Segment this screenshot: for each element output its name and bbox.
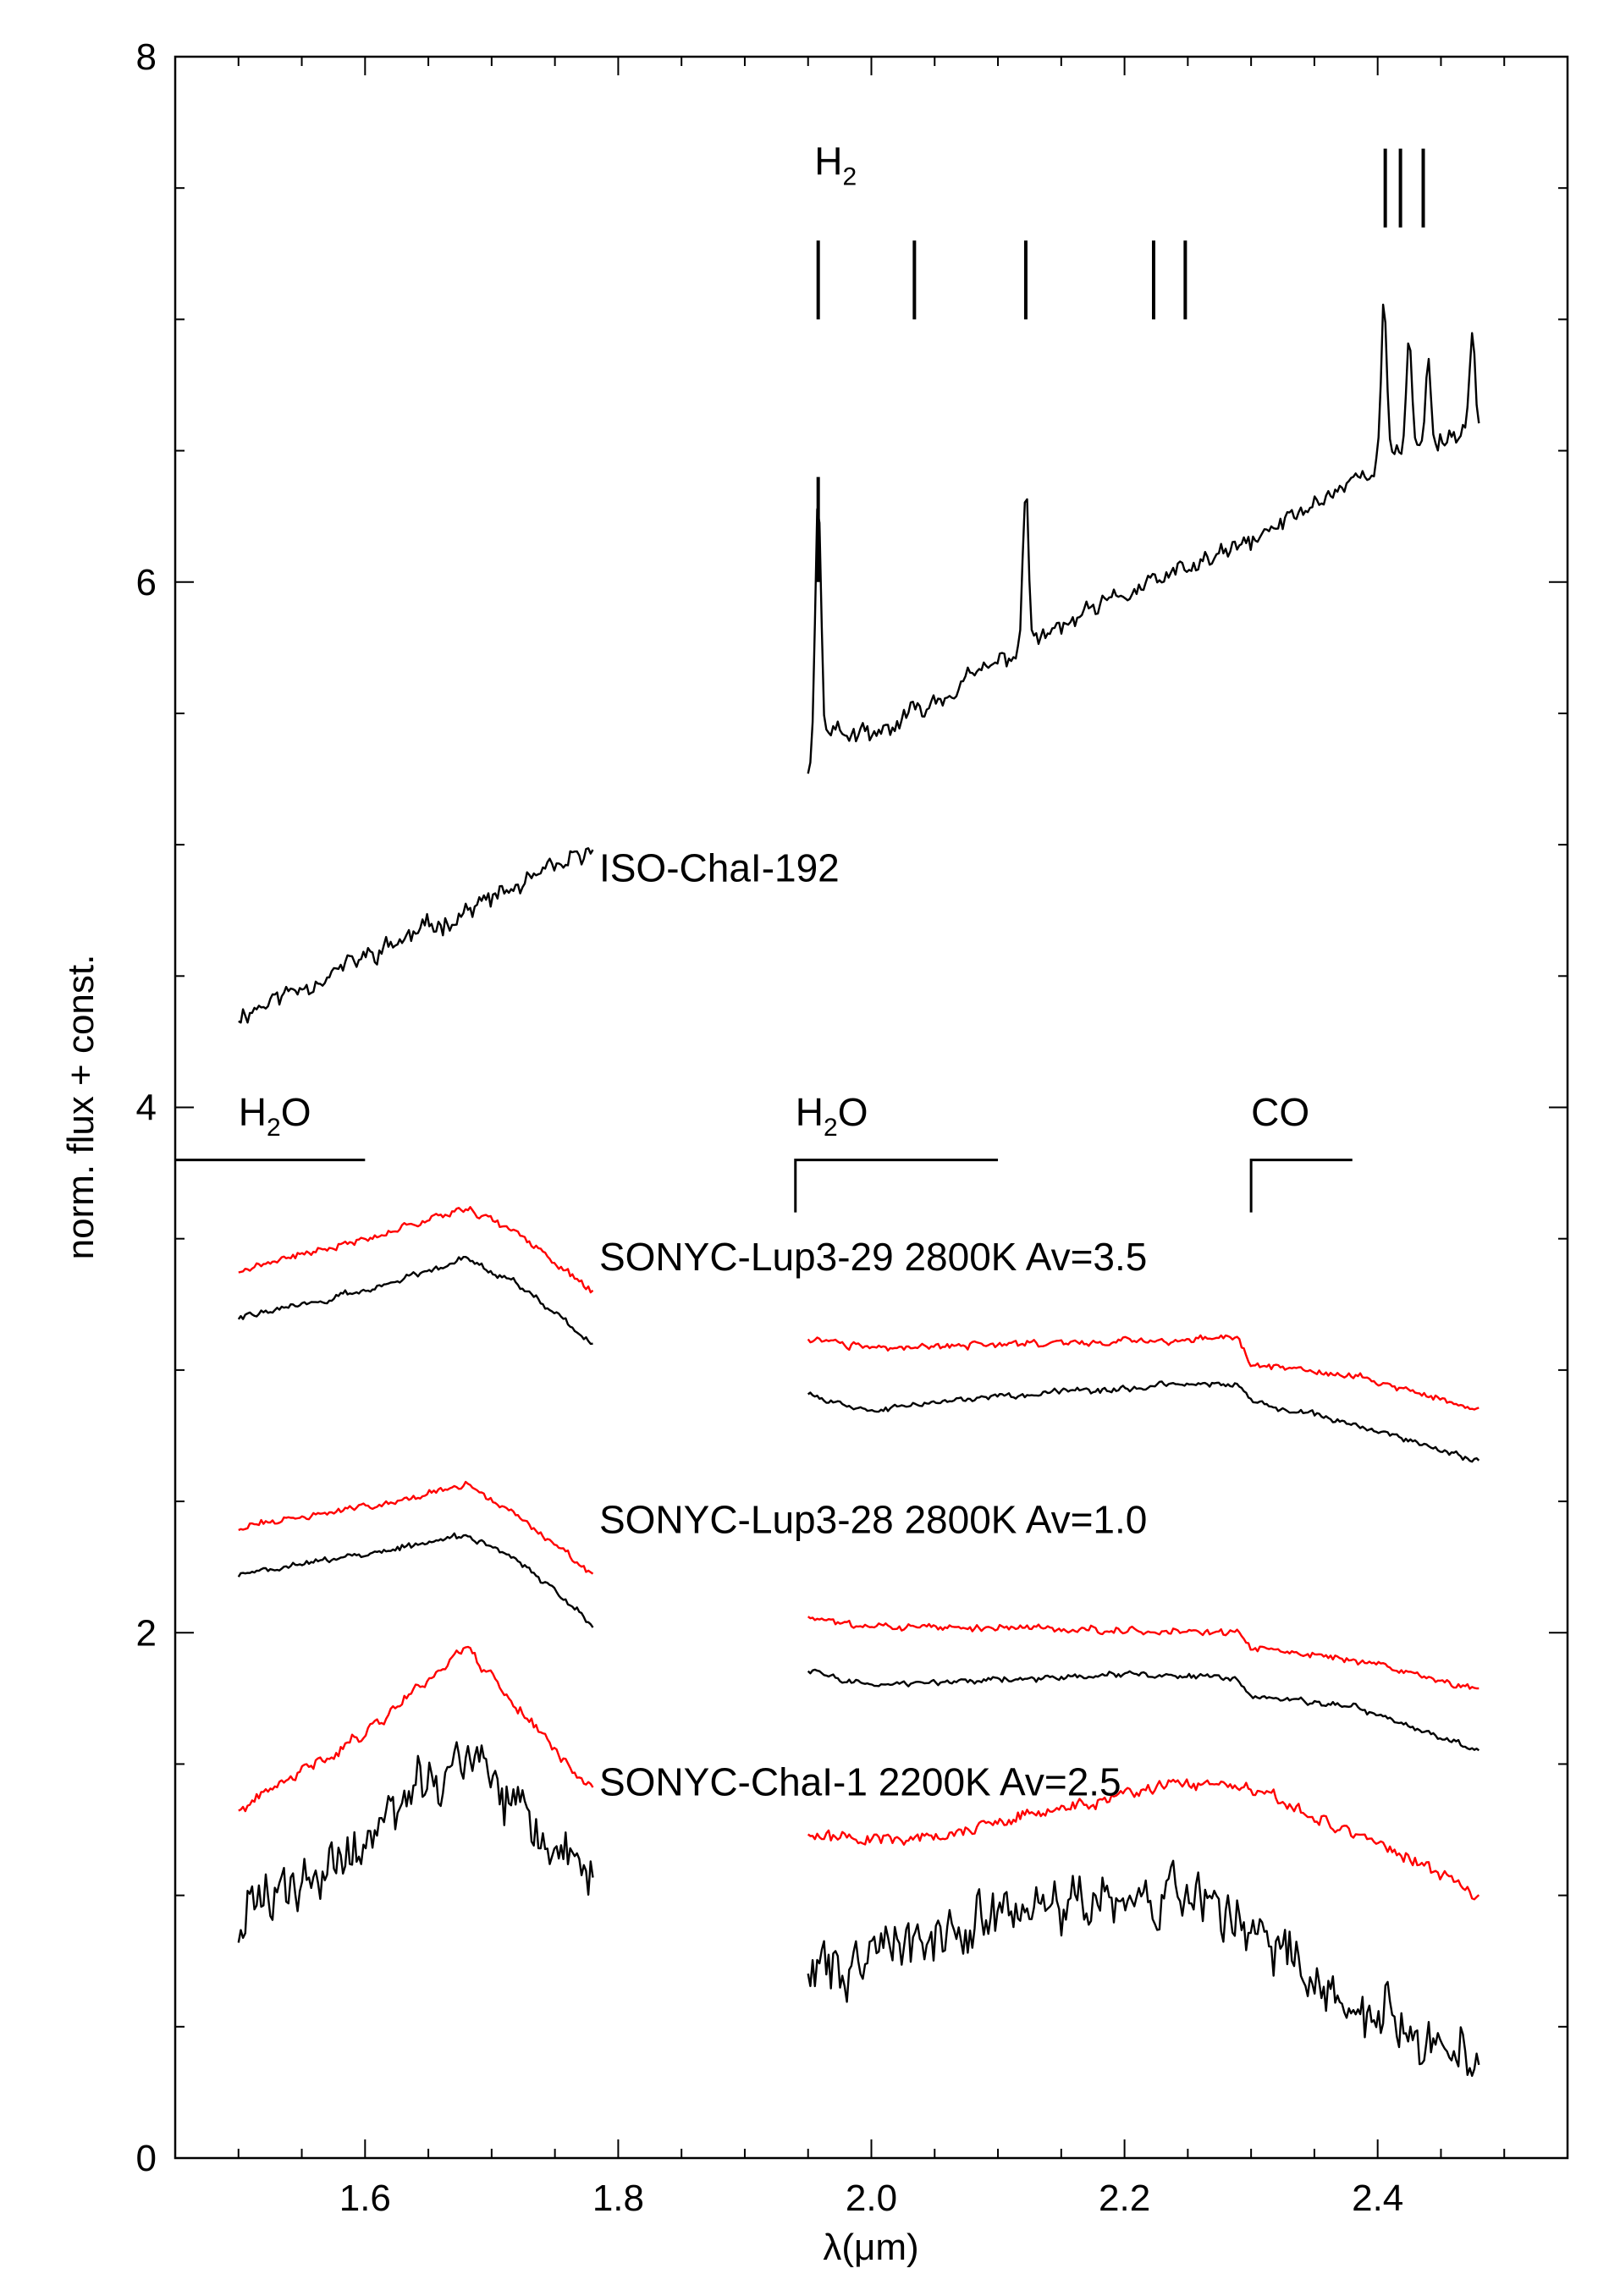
band-label-subscript: 2 bbox=[824, 1114, 838, 1142]
x-axis-title: λ(μm) bbox=[823, 2227, 918, 2268]
series-iso-chai-192-k-band bbox=[807, 303, 1480, 774]
series-lup3-28-obs-k-band bbox=[807, 1668, 1480, 1752]
series-chai-1-obs-k-band bbox=[807, 1859, 1480, 2078]
series-chai-1-model-h-band bbox=[238, 1645, 594, 1813]
band-label-co: CO bbox=[1251, 1090, 1309, 1134]
h2-label: H2 bbox=[814, 140, 857, 191]
y-tick-label: 6 bbox=[136, 562, 157, 603]
h2-label-subscript: 2 bbox=[842, 163, 857, 191]
label-lup3-29: SONYC-Lup3-29 2800K Av=3.5 bbox=[599, 1235, 1147, 1279]
series-chai-1-model-k-band bbox=[807, 1778, 1480, 1901]
y-tick-label: 8 bbox=[136, 36, 157, 78]
plot-frame bbox=[174, 55, 1569, 2160]
x-tick-label: 2.2 bbox=[1099, 2178, 1150, 2219]
spectra-series bbox=[237, 303, 1480, 2078]
line-labels: ISO-ChaI-192 SONYC-Lup3-29 2800K Av=3.5 … bbox=[599, 846, 1147, 1804]
series-lup3-29-obs-h-band bbox=[237, 1256, 593, 1346]
series-chai-1-obs-h-band bbox=[237, 1741, 594, 1943]
x-tick-labels: 1.6 1.8 2.0 2.2 2.4 bbox=[339, 2178, 1404, 2219]
y-tick-label: 4 bbox=[136, 1087, 157, 1129]
series-lup3-28-obs-h-band bbox=[237, 1532, 594, 1628]
x-tick-label: 1.8 bbox=[592, 2178, 644, 2219]
series-lup3-28-model-h-band bbox=[238, 1480, 594, 1575]
annotations: H2 H2O H2O CO bbox=[175, 140, 1425, 1213]
series-lup3-29-model-h-band bbox=[238, 1206, 594, 1294]
band-label-tail: O bbox=[281, 1090, 311, 1134]
series-lup3-29-obs-k-band bbox=[807, 1380, 1480, 1463]
y-axis-title: norm. flux + const. bbox=[60, 955, 102, 1260]
y-tick-label: 2 bbox=[136, 1612, 157, 1654]
series-lup3-29-model-k-band bbox=[807, 1334, 1480, 1411]
band-marker-h2o-right bbox=[794, 1159, 999, 1213]
y-tick-label: 0 bbox=[136, 2138, 157, 2179]
band-label-subscript: 2 bbox=[267, 1114, 281, 1142]
series-lup3-28-model-k-band bbox=[807, 1616, 1480, 1690]
band-label-tail: O bbox=[838, 1090, 868, 1134]
label-chai-1: SONYC-ChaI-1 2200K Av=2.5 bbox=[599, 1760, 1121, 1804]
series-iso-chai-192-h-band bbox=[238, 847, 594, 1024]
axis-ticks bbox=[175, 56, 1568, 2159]
band-label-h2o-left: H2O bbox=[239, 1090, 311, 1142]
label-iso-chai-192: ISO-ChaI-192 bbox=[599, 846, 840, 890]
x-tick-label: 1.6 bbox=[339, 2178, 391, 2219]
y-tick-labels: 0 2 4 6 8 bbox=[136, 36, 157, 2179]
x-tick-label: 2.0 bbox=[846, 2178, 897, 2219]
band-marker-co bbox=[1249, 1159, 1353, 1213]
band-label-h2o-right: H2O bbox=[796, 1090, 868, 1142]
x-tick-label: 2.4 bbox=[1352, 2178, 1403, 2219]
label-lup3-28: SONYC-Lup3-28 2800K Av=1.0 bbox=[599, 1497, 1147, 1541]
